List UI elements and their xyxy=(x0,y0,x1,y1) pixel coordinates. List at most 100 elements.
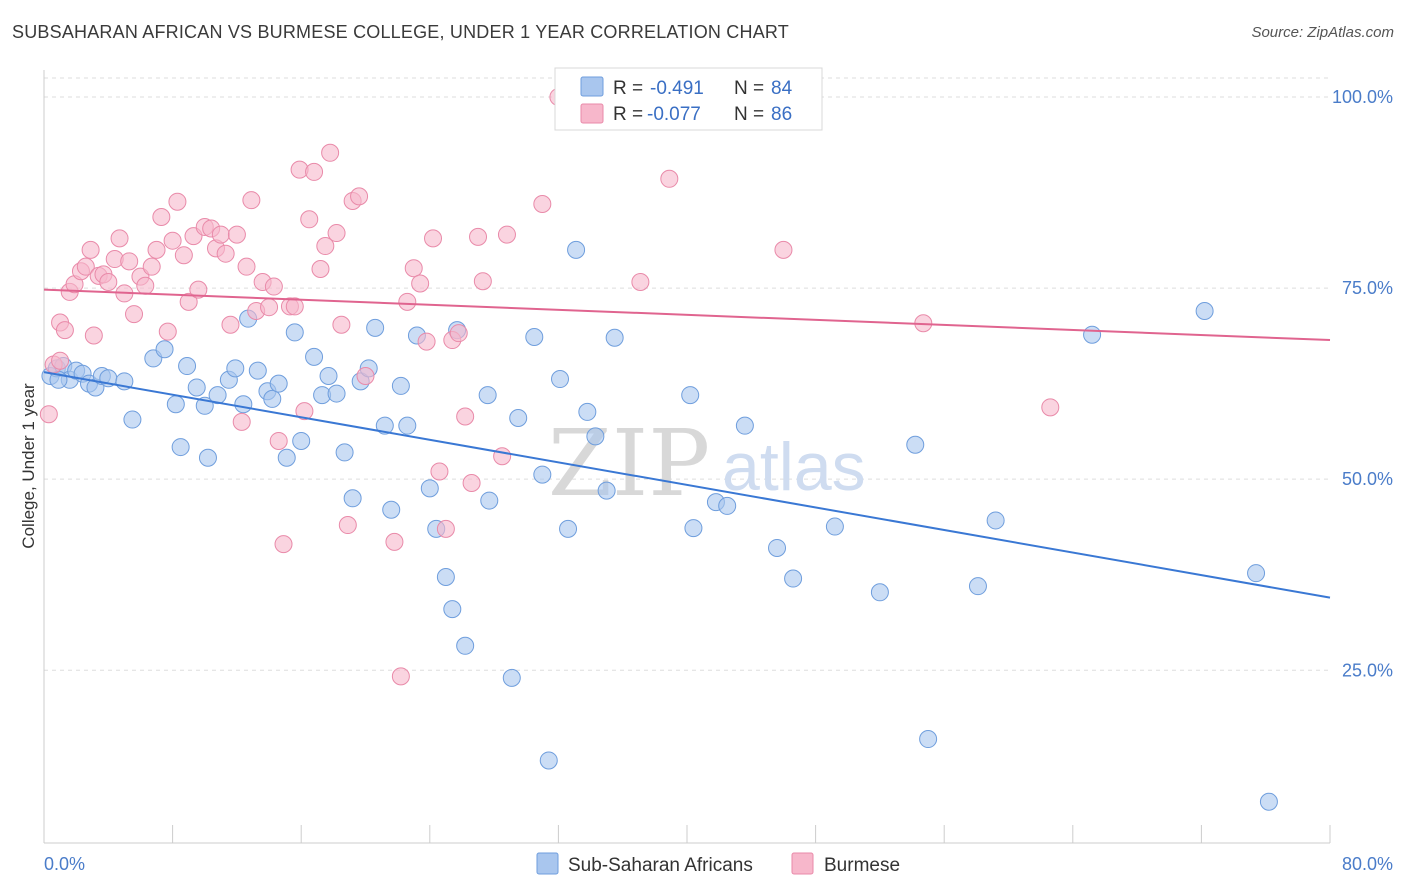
data-point xyxy=(456,636,475,655)
data-point xyxy=(260,298,279,317)
data-point xyxy=(274,535,293,554)
data-point xyxy=(420,479,439,498)
data-point xyxy=(335,443,354,462)
data-point xyxy=(55,321,74,340)
legend-r-label: R = xyxy=(613,104,643,125)
data-point xyxy=(597,481,616,500)
data-point xyxy=(478,386,497,405)
data-point xyxy=(986,511,1005,530)
y-tick-labels: 25.0% 50.0% 75.0% 100.0% xyxy=(1332,87,1393,680)
data-point xyxy=(493,447,512,466)
data-point xyxy=(311,259,330,278)
data-point xyxy=(155,340,174,359)
legend-n-label: N = xyxy=(734,104,764,125)
legend-n-value: 84 xyxy=(771,78,793,99)
data-point xyxy=(305,347,324,366)
data-point xyxy=(269,374,288,393)
data-point xyxy=(366,318,385,337)
data-point xyxy=(147,240,166,259)
data-point xyxy=(305,162,324,181)
data-point xyxy=(327,384,346,403)
data-point xyxy=(509,409,528,428)
legend-r-value: -0.077 xyxy=(647,104,701,125)
data-point xyxy=(559,519,578,538)
data-point xyxy=(198,448,217,467)
data-point xyxy=(480,491,499,510)
data-point xyxy=(51,351,70,370)
data-point xyxy=(166,395,185,414)
watermark-atlas: atlas xyxy=(722,429,866,505)
data-point xyxy=(292,431,311,450)
data-point xyxy=(684,519,703,538)
data-point xyxy=(539,751,558,770)
watermark-zip: ZIP xyxy=(548,410,710,517)
data-point xyxy=(123,410,142,429)
data-point xyxy=(567,240,586,259)
data-point xyxy=(631,272,650,291)
data-point xyxy=(497,225,516,244)
data-point xyxy=(469,227,488,246)
data-point xyxy=(502,668,521,687)
data-point xyxy=(221,315,240,334)
data-point xyxy=(398,292,417,311)
data-point xyxy=(784,569,803,588)
data-point xyxy=(226,359,245,378)
series-burmese xyxy=(39,88,1060,686)
data-point xyxy=(385,532,404,551)
data-point xyxy=(179,292,198,311)
data-point xyxy=(295,402,314,421)
data-point xyxy=(174,246,193,265)
data-point xyxy=(473,272,492,291)
data-point xyxy=(391,667,410,686)
data-point xyxy=(158,322,177,341)
legend-n-value: 86 xyxy=(771,104,792,125)
bottom-legend-label-burmese: Burmese xyxy=(824,855,900,876)
data-point xyxy=(375,416,394,435)
axes xyxy=(43,70,1331,844)
y-tick-label: 100.0% xyxy=(1332,87,1393,107)
data-point xyxy=(171,438,190,457)
data-point xyxy=(110,229,129,248)
data-point xyxy=(1195,302,1214,321)
trend-line-burmese xyxy=(43,288,1331,342)
data-point xyxy=(391,376,410,395)
data-point xyxy=(919,730,938,749)
data-point xyxy=(870,583,889,602)
data-point xyxy=(300,210,319,229)
data-point xyxy=(411,274,430,293)
data-point xyxy=(178,357,197,376)
data-point xyxy=(242,191,261,210)
data-point xyxy=(1259,792,1278,811)
data-point xyxy=(398,416,417,435)
data-point xyxy=(316,237,335,256)
data-point xyxy=(586,427,605,446)
trend-lines xyxy=(43,288,1331,599)
data-point xyxy=(417,332,436,351)
data-point xyxy=(449,324,468,343)
data-point xyxy=(327,224,346,243)
data-point xyxy=(578,402,597,421)
legend-r-value: -0.491 xyxy=(650,78,704,99)
data-point xyxy=(120,252,139,271)
data-point xyxy=(163,231,182,250)
data-point xyxy=(237,257,256,276)
data-point xyxy=(81,240,100,259)
data-point xyxy=(248,361,267,380)
x-tick-label: 80.0% xyxy=(1342,854,1393,874)
data-point xyxy=(319,366,338,385)
data-point xyxy=(430,462,449,481)
data-point xyxy=(735,416,754,435)
data-point xyxy=(825,517,844,536)
data-point xyxy=(168,192,187,211)
data-point xyxy=(436,519,455,538)
data-point xyxy=(681,386,700,405)
data-point xyxy=(1247,564,1266,583)
data-point xyxy=(99,272,118,291)
data-point xyxy=(462,473,481,492)
data-point xyxy=(269,431,288,450)
trend-line-sub-saharan xyxy=(43,371,1331,599)
data-point xyxy=(39,405,58,424)
data-point xyxy=(232,412,251,431)
y-axis-label: College, Under 1 year xyxy=(19,383,38,549)
data-point xyxy=(285,323,304,342)
